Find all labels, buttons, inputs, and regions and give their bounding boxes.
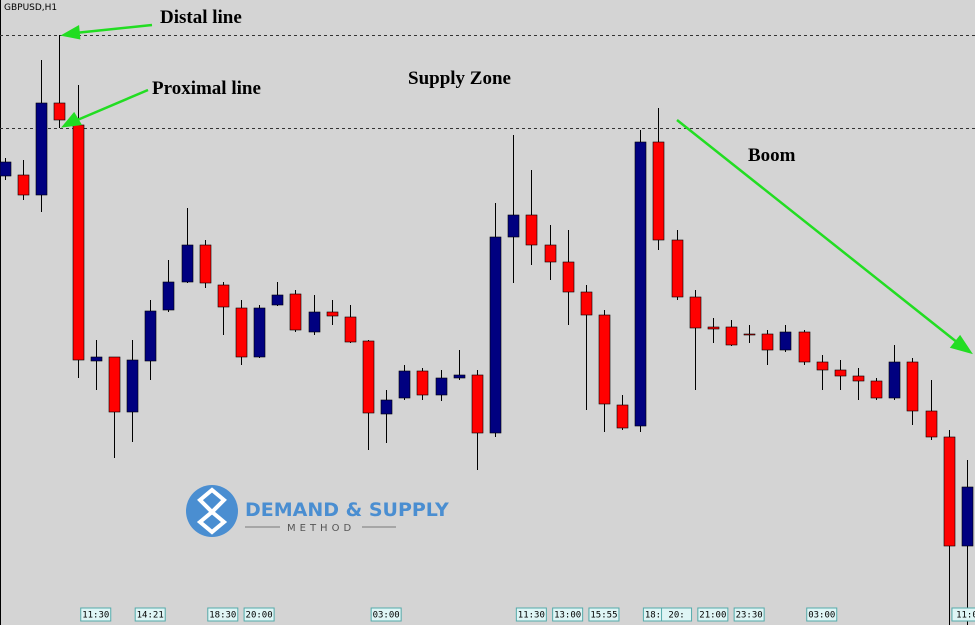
time-label: 14:21	[137, 611, 164, 621]
candle-body	[598, 314, 611, 405]
annotation: Distal line	[160, 7, 242, 28]
time-label: 18:30	[209, 611, 236, 621]
candle-body	[943, 436, 956, 547]
candle-body	[398, 370, 411, 399]
candle-body	[362, 340, 375, 414]
candle-body	[525, 214, 538, 246]
candle-body	[816, 361, 829, 371]
candle-body	[852, 375, 865, 382]
candle-body	[961, 486, 974, 547]
candle-body	[507, 214, 520, 238]
time-label-box	[552, 607, 584, 622]
candle-body	[344, 316, 357, 343]
annotation: Proximal line	[152, 78, 261, 99]
time-label: 03:00	[808, 611, 835, 621]
candle-body	[925, 410, 938, 438]
candle-body	[326, 311, 339, 317]
time-label-box	[370, 607, 402, 622]
candle-body	[471, 374, 484, 434]
candle-body	[108, 356, 121, 413]
symbol: GBPUSD,H1	[4, 3, 57, 13]
candle-body	[743, 333, 756, 336]
candle-body	[72, 124, 85, 361]
candle-body	[453, 374, 466, 379]
time-label-box	[661, 607, 693, 622]
time-label: 20:00	[246, 611, 273, 621]
arrow	[60, 23, 973, 355]
logo: DEMAND & SUPPLY METHOD	[186, 485, 449, 537]
candle-body	[779, 331, 792, 351]
time-label-box	[733, 607, 765, 622]
time-label: 11:30	[518, 611, 545, 621]
time-label-box	[806, 607, 838, 622]
time-label-box	[697, 607, 729, 622]
candle-body	[906, 361, 919, 412]
candle-body	[126, 359, 139, 413]
candle-body	[90, 356, 103, 362]
candle-body	[253, 307, 266, 358]
candle-body	[181, 244, 194, 283]
annotation: Boom	[748, 145, 796, 166]
candle-body	[416, 370, 429, 396]
time-label: 23:30	[736, 611, 763, 621]
candle-body	[652, 141, 665, 241]
time-label: 21:00	[699, 611, 726, 621]
candle-body	[199, 244, 212, 284]
candle-body	[289, 293, 302, 331]
candle-body	[725, 326, 738, 346]
candle-body	[634, 141, 647, 427]
candle-body	[562, 261, 575, 293]
time-label-box	[134, 607, 166, 622]
candle-body	[689, 296, 702, 329]
time-label-box	[207, 607, 239, 622]
candle-body	[671, 239, 684, 298]
candle-body	[235, 307, 248, 358]
time-label: 20:	[668, 611, 684, 621]
annotation: Supply Zone	[408, 68, 511, 89]
candle-body	[580, 291, 593, 316]
candle-body	[616, 404, 629, 429]
candle-body	[0, 161, 12, 177]
time-label: 18:30	[645, 611, 672, 621]
time-label: 15:55	[590, 611, 617, 621]
candle-body	[798, 331, 811, 363]
time-label: 03:00	[373, 611, 400, 621]
candle-body	[308, 311, 321, 333]
candle-body	[162, 281, 175, 311]
time-label-box	[515, 607, 547, 622]
candle-body	[761, 333, 774, 351]
candle-body	[53, 102, 66, 121]
candle-body	[489, 236, 502, 434]
logo-subtitle: METHOD	[287, 523, 355, 534]
candle-body	[271, 294, 284, 306]
time-label-box	[951, 607, 975, 622]
candle-body	[544, 244, 557, 263]
candle-body	[870, 380, 883, 399]
candle-body	[17, 174, 30, 196]
candle-body	[888, 361, 901, 399]
time-label: 11:30	[82, 611, 109, 621]
time-label-box	[588, 607, 620, 622]
candle-body	[834, 369, 847, 377]
time-label: 13:00	[554, 611, 581, 621]
candle-body	[217, 284, 230, 308]
candle-body	[380, 399, 393, 415]
time-label: 11:0	[956, 611, 975, 621]
candle-body	[707, 326, 720, 330]
logo-title: DEMAND & SUPPLY	[245, 499, 449, 521]
candle-body	[144, 310, 157, 362]
time-label-box	[243, 607, 275, 622]
time-label-box	[80, 607, 112, 622]
candle-body	[435, 377, 448, 396]
candle-body	[35, 102, 48, 196]
